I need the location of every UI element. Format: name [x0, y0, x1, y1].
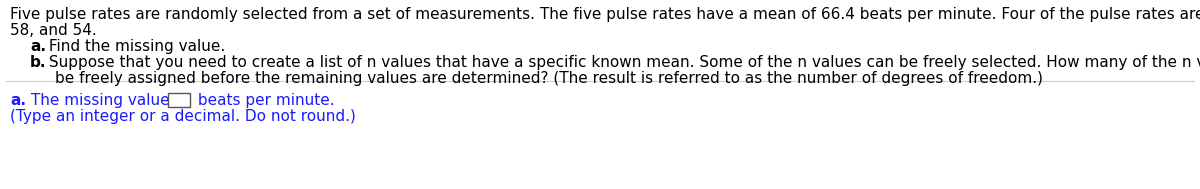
Text: beats per minute.: beats per minute. [193, 93, 335, 108]
Text: a.: a. [10, 93, 26, 108]
Text: be freely assigned before the remaining values are determined? (The result is re: be freely assigned before the remaining … [55, 71, 1043, 86]
Text: Suppose that you need to create a list of n values that have a specific known me: Suppose that you need to create a list o… [44, 55, 1200, 70]
Text: Find the missing value.: Find the missing value. [44, 39, 226, 54]
Text: b.: b. [30, 55, 47, 70]
Text: Five pulse rates are randomly selected from a set of measurements. The five puls: Five pulse rates are randomly selected f… [10, 7, 1200, 22]
Text: (Type an integer or a decimal. Do not round.): (Type an integer or a decimal. Do not ro… [10, 109, 356, 124]
Text: a.: a. [30, 39, 46, 54]
Text: 58, and 54.: 58, and 54. [10, 23, 97, 38]
Text: The missing value is: The missing value is [26, 93, 192, 108]
Bar [168, 93, 190, 107]
